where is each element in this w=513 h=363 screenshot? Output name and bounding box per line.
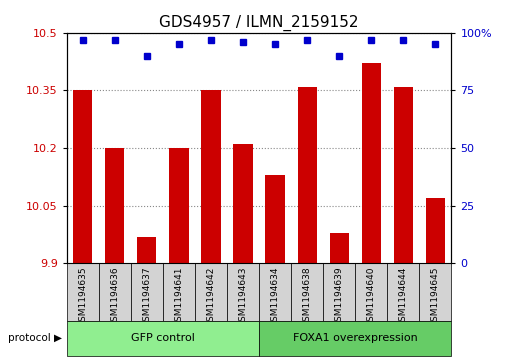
FancyBboxPatch shape: [227, 264, 259, 321]
FancyBboxPatch shape: [67, 321, 259, 356]
Bar: [201, 90, 221, 264]
FancyBboxPatch shape: [195, 264, 227, 321]
FancyBboxPatch shape: [355, 264, 387, 321]
Text: GSM1194641: GSM1194641: [174, 266, 184, 327]
FancyBboxPatch shape: [323, 264, 355, 321]
Bar: [105, 148, 124, 264]
Text: GSM1194645: GSM1194645: [431, 266, 440, 327]
Text: GSM1194634: GSM1194634: [270, 266, 280, 327]
Text: GSM1194635: GSM1194635: [78, 266, 87, 327]
Text: GSM1194642: GSM1194642: [206, 266, 215, 327]
Text: GSM1194639: GSM1194639: [334, 266, 344, 327]
Bar: [362, 64, 381, 264]
Bar: [426, 198, 445, 264]
Text: GSM1194636: GSM1194636: [110, 266, 120, 327]
FancyBboxPatch shape: [131, 264, 163, 321]
Text: GSM1194637: GSM1194637: [142, 266, 151, 327]
FancyBboxPatch shape: [259, 321, 451, 356]
Bar: [73, 90, 92, 264]
Text: protocol ▶: protocol ▶: [8, 334, 62, 343]
Title: GDS4957 / ILMN_2159152: GDS4957 / ILMN_2159152: [160, 15, 359, 31]
Text: GFP control: GFP control: [131, 334, 195, 343]
Bar: [265, 175, 285, 264]
Bar: [233, 144, 252, 264]
FancyBboxPatch shape: [387, 264, 420, 321]
FancyBboxPatch shape: [98, 264, 131, 321]
Bar: [137, 237, 156, 264]
FancyBboxPatch shape: [163, 264, 195, 321]
FancyBboxPatch shape: [259, 264, 291, 321]
Text: GSM1194643: GSM1194643: [239, 266, 248, 327]
Bar: [329, 233, 349, 264]
Text: GSM1194638: GSM1194638: [303, 266, 312, 327]
FancyBboxPatch shape: [420, 264, 451, 321]
FancyBboxPatch shape: [291, 264, 323, 321]
Text: GSM1194644: GSM1194644: [399, 266, 408, 327]
Bar: [393, 86, 413, 264]
Text: FOXA1 overexpression: FOXA1 overexpression: [293, 334, 418, 343]
Text: GSM1194640: GSM1194640: [367, 266, 376, 327]
FancyBboxPatch shape: [67, 264, 98, 321]
Bar: [298, 86, 317, 264]
Bar: [169, 148, 189, 264]
